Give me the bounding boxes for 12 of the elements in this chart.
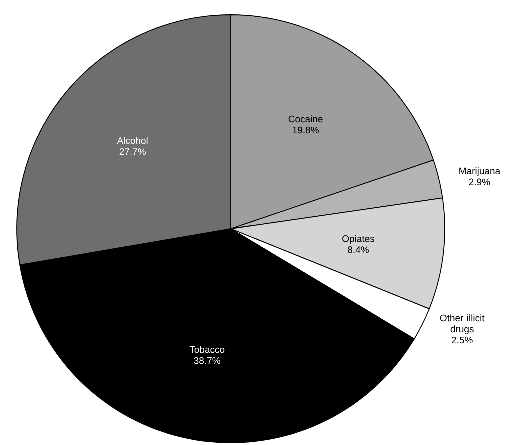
slice-label: Marijuana [460, 168, 501, 176]
slice-label: Cocaine [288, 116, 323, 123]
slice-label: Alcohol [117, 137, 148, 144]
data-label: 38.7% [194, 357, 220, 364]
slice-label: Opiates [342, 235, 375, 244]
data-label: 27.7% [120, 148, 146, 156]
data-label: 19.8% [293, 126, 319, 134]
data-label: 2.9% [469, 178, 490, 186]
slice-label: Tobacco [190, 346, 225, 354]
data-label: 8.4% [348, 246, 369, 254]
data-label: 2.5% [452, 336, 473, 344]
slice-label: Other illicit drugs [440, 314, 485, 334]
